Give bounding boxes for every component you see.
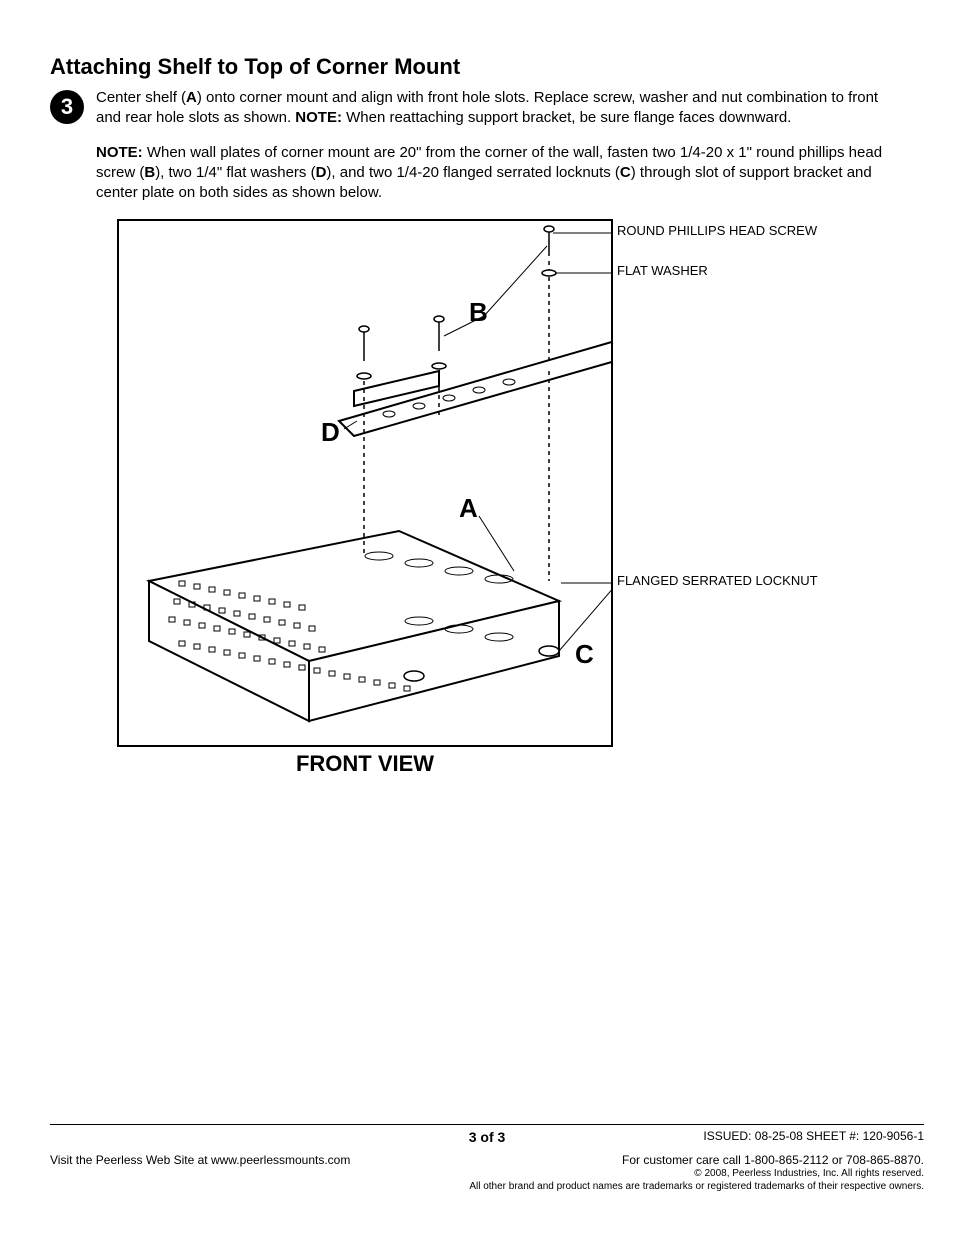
label-C-inline: C [620, 164, 631, 181]
n3: ), and two 1/4-20 flanged serrated lockn… [326, 164, 620, 181]
footer-care: For customer care call 1-800-865-2112 or… [469, 1153, 924, 1167]
footer-row-1: 3 of 3 ISSUED: 08-25-08 SHEET #: 120-905… [50, 1129, 924, 1143]
callout-locknut: FLANGED SERRATED LOCKNUT [617, 573, 818, 588]
front-view-label: FRONT VIEW [117, 751, 613, 777]
footer-website: Visit the Peerless Web Site at www.peerl… [50, 1153, 350, 1193]
callout-washer: FLAT WASHER [617, 263, 708, 278]
callout-screw: ROUND PHILLIPS HEAD SCREW [617, 223, 817, 238]
step-text: Center shelf (A) onto corner mount and a… [96, 88, 904, 129]
label-B-inline: B [144, 164, 155, 181]
t1: Center shelf ( [96, 89, 186, 106]
step-number-badge: 3 [50, 90, 84, 124]
t3: When reattaching support bracket, be sur… [342, 109, 791, 126]
step-row: 3 Center shelf (A) onto corner mount and… [50, 88, 904, 129]
label-A-inline: A [186, 89, 197, 106]
page-title: Attaching Shelf to Top of Corner Mount [50, 54, 904, 80]
diagram-label-D: D [321, 417, 340, 448]
diagram-svg [119, 221, 613, 747]
footer-issued: ISSUED: 08-25-08 SHEET #: 120-9056-1 [703, 1129, 924, 1143]
page-number: 3 of 3 [469, 1129, 506, 1145]
diagram-container: B D A C ROUND PHILLIPS HEAD SCREW FLAT W… [117, 219, 837, 777]
note-inline-label: NOTE: [295, 109, 342, 126]
diagram-label-B: B [469, 297, 488, 328]
footer-rule [50, 1124, 924, 1125]
footer-right: For customer care call 1-800-865-2112 or… [469, 1153, 924, 1193]
n2: ), two 1/4" flat washers ( [155, 164, 315, 181]
footer-copyright: © 2008, Peerless Industries, Inc. All ri… [469, 1167, 924, 1180]
footer-trademark: All other brand and product names are tr… [469, 1180, 924, 1193]
diagram-label-C: C [575, 639, 594, 670]
label-D-inline: D [316, 164, 327, 181]
footer: 3 of 3 ISSUED: 08-25-08 SHEET #: 120-905… [50, 1124, 924, 1193]
note-block: NOTE: When wall plates of corner mount a… [96, 143, 904, 204]
footer-row-2: Visit the Peerless Web Site at www.peerl… [50, 1153, 924, 1193]
note-label: NOTE: [96, 144, 143, 161]
diagram-box: B D A C [117, 219, 613, 747]
diagram-label-A: A [459, 493, 478, 524]
